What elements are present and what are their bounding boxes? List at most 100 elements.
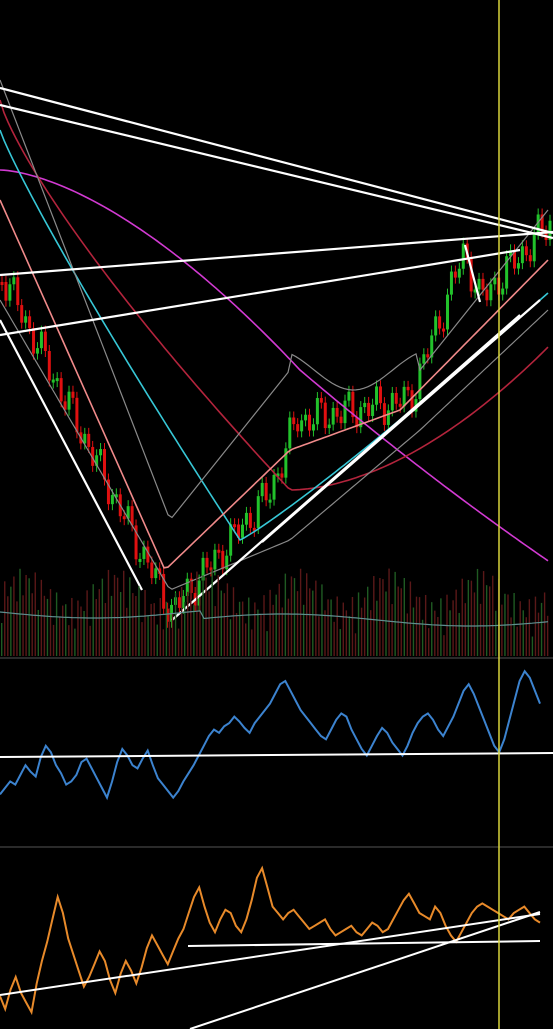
candle-body <box>524 246 528 256</box>
volume-bar <box>363 597 366 656</box>
volume-bar <box>269 589 271 656</box>
volume-bar <box>107 569 110 656</box>
candle-body <box>493 277 497 285</box>
candle-body <box>445 294 449 330</box>
candle-body <box>513 250 517 269</box>
candle-body <box>221 550 225 570</box>
volume-bar <box>437 616 439 656</box>
candle-body <box>378 386 382 404</box>
candle-body <box>217 549 221 553</box>
candle-body <box>197 580 201 606</box>
volume-bar <box>382 579 384 656</box>
candle-body <box>532 233 536 262</box>
oscillator-panel-2[interactable] <box>0 865 541 1029</box>
volume-bar <box>412 607 415 656</box>
volume-bar <box>123 570 125 656</box>
candle-body <box>536 214 540 234</box>
candle-body <box>142 546 146 559</box>
volume-bar <box>34 572 36 656</box>
volume-bar <box>510 617 512 656</box>
candle-body <box>430 335 434 358</box>
volume-bar <box>43 595 46 656</box>
bollinger-upper <box>0 79 549 519</box>
volume-bar <box>534 596 537 656</box>
volume-bar <box>370 610 372 656</box>
candle-body <box>83 433 87 444</box>
trendline <box>0 319 143 591</box>
volume-bar <box>171 613 174 656</box>
volume-bar <box>211 569 213 656</box>
candle-body <box>501 288 505 295</box>
volume-bar <box>263 595 265 656</box>
volume-bar <box>22 595 24 656</box>
volume-bar <box>449 610 451 656</box>
volume-bar <box>74 628 76 656</box>
candle-body <box>339 416 343 424</box>
volume-bar <box>196 571 198 656</box>
candle-body <box>469 257 473 292</box>
candle-body <box>213 549 217 570</box>
volume-bar <box>180 587 183 656</box>
volume-bar <box>62 605 64 656</box>
ma-pink-line <box>0 199 549 569</box>
candle-body <box>331 407 335 425</box>
candle-body <box>489 284 493 301</box>
candle-body <box>268 499 272 503</box>
volume-bar <box>348 616 351 656</box>
oscillator-panel-1[interactable] <box>0 669 553 801</box>
volume-bar <box>80 606 82 656</box>
volume-bar <box>153 603 155 656</box>
ma-red-line <box>0 99 549 491</box>
volume-bar <box>193 605 195 656</box>
oscillator-2-trendline-2 <box>189 911 541 1029</box>
volume-bar <box>37 609 39 656</box>
candle-body <box>461 243 465 269</box>
candle-body <box>449 271 453 295</box>
candle-body <box>99 449 103 456</box>
candle-body <box>363 402 367 408</box>
candle-body <box>35 348 39 354</box>
candle-body <box>0 281 4 285</box>
candle-body <box>75 397 79 433</box>
volume-bar <box>156 624 158 656</box>
candle-body <box>154 568 158 579</box>
volume-bar <box>208 591 210 656</box>
price-panel[interactable] <box>0 79 553 628</box>
candle-body <box>520 246 524 264</box>
volume-bar <box>470 580 473 656</box>
oscillator-2-level-line <box>187 940 541 947</box>
candle-body <box>233 524 237 528</box>
volume-bar <box>132 593 134 656</box>
volume-bar <box>452 600 454 656</box>
volume-bar <box>290 576 293 656</box>
volume-bar <box>177 628 180 656</box>
volume-bar <box>58 617 61 656</box>
volume-bar <box>28 578 30 656</box>
candle-body <box>292 417 296 425</box>
volume-bar <box>293 578 296 656</box>
candle-body <box>240 524 244 538</box>
trendline <box>0 230 553 277</box>
candle-body <box>110 495 114 505</box>
volume-bar <box>302 604 305 656</box>
volume-bar <box>223 593 226 656</box>
candle-body <box>418 363 422 400</box>
candle-body <box>229 524 233 556</box>
volume-bar <box>296 591 299 656</box>
volume-bar <box>174 592 177 656</box>
candle-body <box>390 392 394 411</box>
volume-bar <box>40 579 43 656</box>
volume-bar <box>110 595 113 656</box>
bollinger-lower <box>0 299 549 590</box>
candle-body <box>28 316 32 329</box>
candle-body <box>548 220 552 240</box>
candle-body <box>106 479 110 505</box>
volume-bar <box>272 604 274 656</box>
volume-bar <box>367 586 369 656</box>
volume-bar <box>354 633 357 656</box>
candle-body <box>150 562 154 579</box>
volume-bar <box>467 579 470 656</box>
volume-bar <box>531 636 534 656</box>
volume-bar <box>226 583 229 656</box>
